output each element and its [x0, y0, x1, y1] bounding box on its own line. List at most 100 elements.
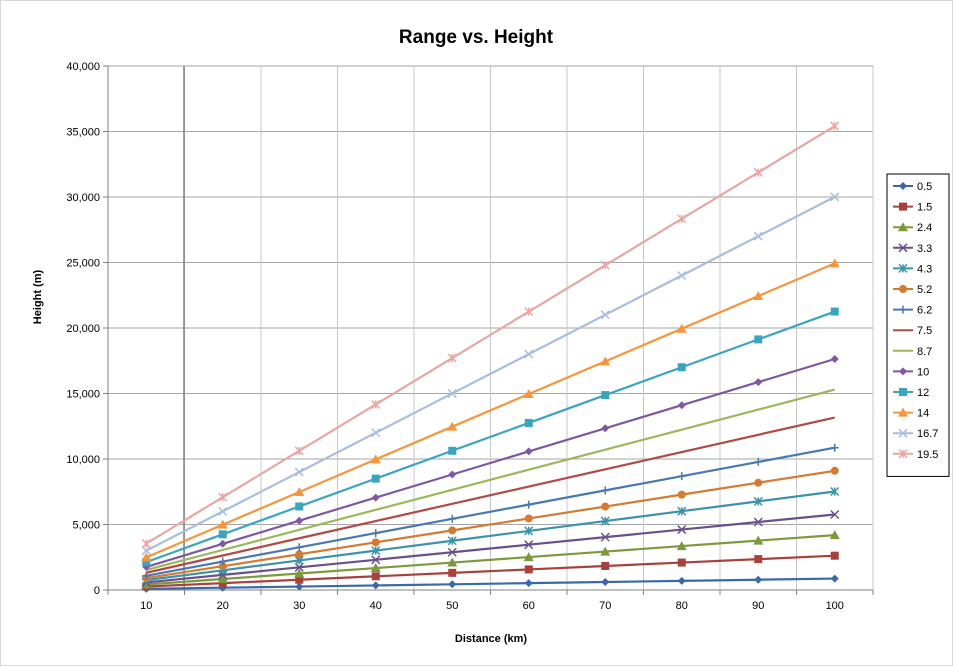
legend-item: 7.5 [893, 325, 932, 337]
x-tick-label: 20 [217, 600, 229, 612]
legend: 0.5 1.5 2.4 3.3 4.3 5.2 6.2 7.5 8.7 10 12 14 16.7 19.… [886, 173, 950, 477]
legend-swatch-marker [899, 388, 907, 396]
data-point [524, 526, 534, 536]
series-5-2 [142, 466, 839, 583]
tick-labels: 0 5,000 10,000 15,000 20,000 25,000 30,000 35,0… [66, 61, 844, 612]
data-point [601, 561, 610, 570]
data-point [753, 517, 763, 527]
data-point [601, 486, 610, 495]
legend-item: 14 [893, 407, 929, 420]
data-point [448, 514, 457, 523]
y-tick-label: 35,000 [66, 127, 100, 139]
data-point [371, 572, 380, 581]
series-line [145, 357, 836, 568]
series-0-5 [142, 574, 839, 593]
series-line [145, 310, 836, 564]
data-point [294, 446, 304, 456]
grid-layer [107, 65, 874, 591]
series-line [146, 446, 835, 577]
data-point [295, 582, 304, 591]
y-tick-label: 30,000 [66, 192, 100, 204]
y-tick-label: 20,000 [66, 323, 100, 335]
legend-item: 0.5 [893, 181, 932, 193]
data-point [677, 401, 686, 410]
data-point [829, 258, 840, 268]
data-point [600, 546, 611, 556]
data-point [295, 550, 304, 559]
data-point [294, 562, 304, 572]
data-point [142, 571, 151, 580]
data-point [370, 563, 381, 573]
data-point [677, 506, 687, 516]
legend-label: 5.2 [917, 284, 932, 296]
series-line [146, 490, 835, 582]
series-12 [142, 307, 839, 567]
data-point [218, 557, 227, 566]
data-point [447, 547, 457, 557]
data-point [218, 579, 227, 588]
data-point [295, 502, 304, 511]
data-point [601, 424, 610, 433]
series-layer [141, 121, 840, 593]
series-line [146, 416, 835, 574]
data-point [218, 492, 228, 502]
legend-swatch-marker [898, 263, 908, 273]
legend-item: 10 [893, 366, 929, 378]
data-point [676, 541, 687, 551]
legend-label: 16.7 [917, 428, 938, 440]
data-point [524, 500, 533, 509]
series-6-2 [142, 443, 839, 580]
legend-label: 8.7 [917, 346, 932, 358]
data-point [294, 467, 304, 477]
data-point [447, 388, 457, 398]
data-point [754, 457, 763, 466]
data-point [295, 543, 304, 552]
data-point [677, 363, 686, 372]
data-point [600, 532, 610, 542]
data-point [753, 496, 763, 506]
series-16-7 [141, 192, 840, 556]
legend-label: 1.5 [917, 202, 932, 214]
legend-swatch-marker [898, 428, 908, 438]
data-point [677, 214, 687, 224]
legend-swatch-marker [899, 367, 907, 376]
data-point [295, 575, 304, 584]
data-point [447, 353, 457, 363]
data-point [448, 580, 457, 589]
legend-swatch-marker [898, 449, 908, 459]
legend-label: 14 [917, 408, 929, 420]
data-point [830, 355, 839, 364]
data-point [830, 466, 839, 475]
x-tick-label: 50 [446, 600, 458, 612]
data-point [371, 529, 380, 538]
series-19-5 [141, 121, 840, 549]
y-tick-label: 25,000 [66, 258, 100, 270]
data-point [601, 391, 610, 400]
legend-swatch-marker [899, 182, 907, 190]
data-point [830, 443, 839, 452]
data-point [830, 574, 839, 583]
series-line [146, 469, 835, 580]
x-tick-label: 70 [599, 600, 611, 612]
legend-swatch-marker [898, 407, 908, 417]
legend-label: 3.3 [917, 243, 932, 255]
legend-item: 5.2 [893, 284, 932, 296]
legend-item: 1.5 [893, 202, 932, 214]
data-point [829, 530, 840, 540]
data-point [524, 514, 533, 523]
data-point [830, 551, 839, 560]
data-point [600, 516, 610, 526]
data-point [601, 577, 610, 586]
data-point [677, 576, 686, 585]
legend-swatch-marker [898, 222, 908, 232]
legend-label: 10 [917, 366, 929, 378]
data-point [371, 555, 381, 565]
y-tick-label: 10,000 [66, 454, 100, 466]
x-tick-label: 80 [676, 600, 688, 612]
data-point [371, 581, 380, 590]
y-tick-label: 40,000 [66, 61, 100, 73]
legend-item: 16.7 [893, 428, 938, 440]
legend-item: 3.3 [893, 243, 932, 255]
data-point [600, 356, 611, 366]
data-point [218, 530, 227, 539]
